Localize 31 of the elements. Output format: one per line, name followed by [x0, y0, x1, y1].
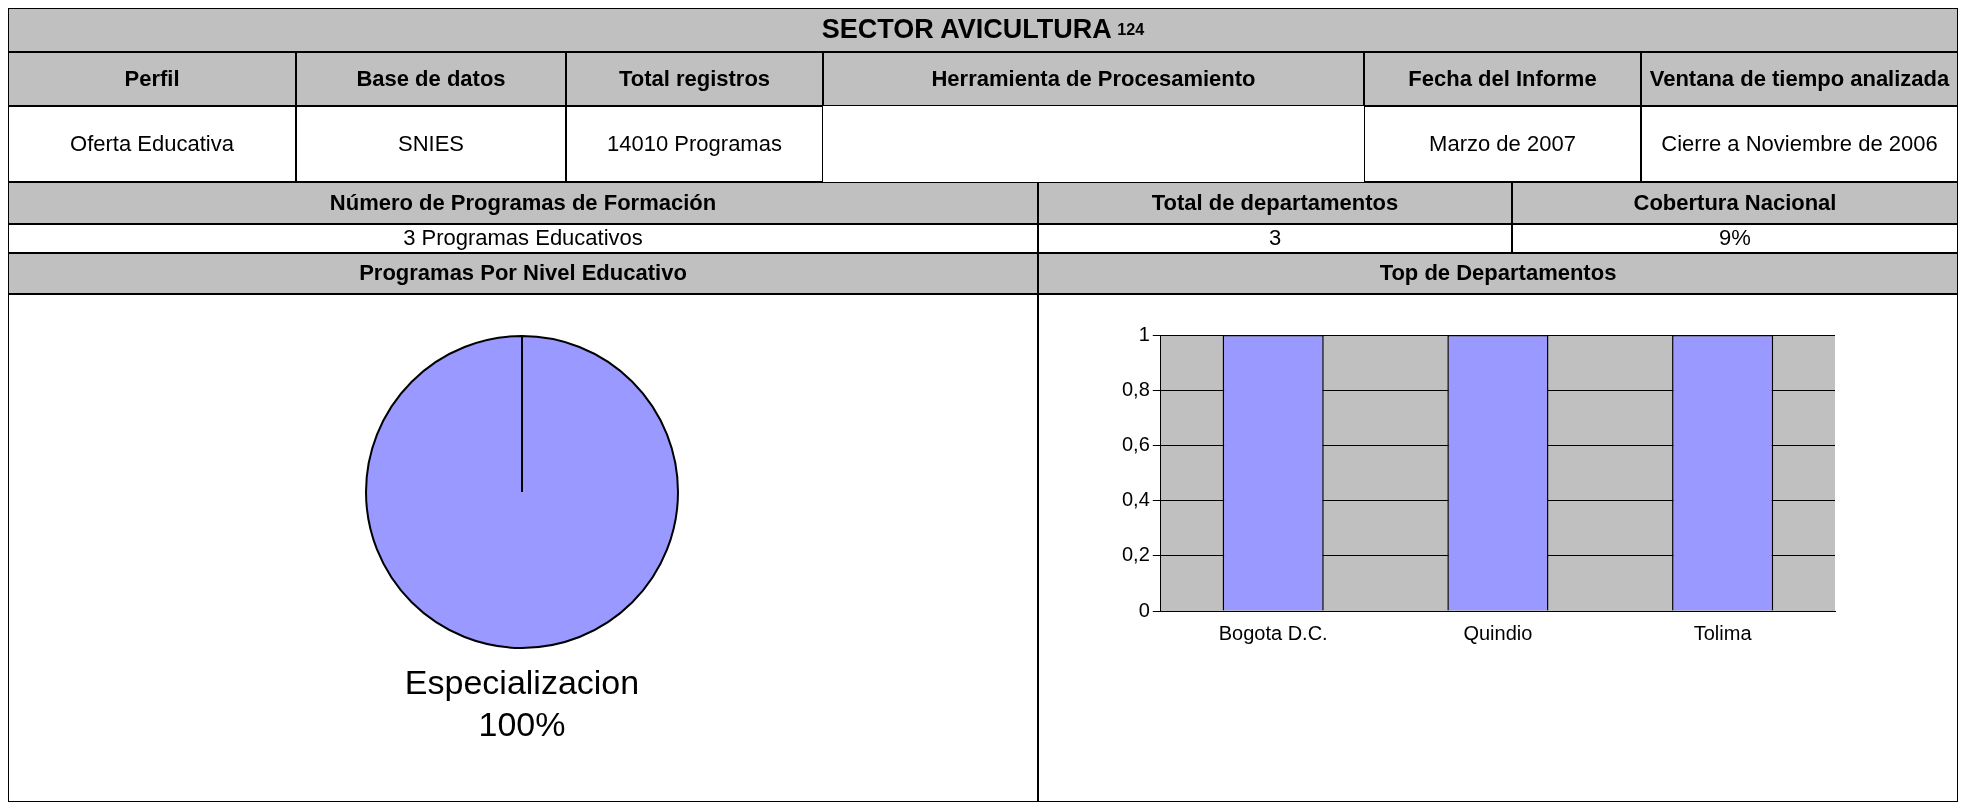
y-tick-label: 0,4: [1121, 488, 1150, 511]
y-tick-label: 0,6: [1121, 432, 1150, 455]
y-tick-label: 0: [1138, 598, 1150, 621]
y-tick-label: 0,8: [1121, 377, 1150, 400]
data-label: 100%: [478, 705, 566, 744]
text: Total registros: [566, 52, 823, 106]
x-tick-label: Tolima: [1693, 621, 1753, 644]
x-tick-label: Bogota D.C.: [1218, 621, 1328, 644]
y-tick-label: 1: [1138, 322, 1150, 345]
text: SNIES: [296, 106, 566, 182]
text: Cierre a Noviembre de 2006: [1641, 106, 1958, 182]
text: Total de departamentos: [1038, 182, 1512, 224]
text: Marzo de 2007: [1364, 106, 1641, 182]
text: Base de datos: [296, 52, 566, 106]
chart-title: Programas Por Nivel Educativo: [8, 253, 1038, 294]
text: Número de Programas de Formación: [8, 182, 1038, 224]
text: 9%: [1512, 224, 1958, 253]
text: 14010 Programas: [566, 106, 823, 182]
text: Fecha del Informe: [1364, 52, 1641, 106]
slice-label: Especializacion: [404, 663, 640, 702]
text: SECTOR AVICULTURA $^{124}$: [8, 8, 1958, 52]
x-tick-label: Quindio: [1463, 621, 1533, 644]
text: Perfil: [8, 52, 296, 106]
text: Cobertura Nacional: [1512, 182, 1958, 224]
text: 3: [1038, 224, 1512, 253]
text: Oferta Educativa: [8, 106, 296, 182]
text: Ventana de tiempo analizada: [1641, 52, 1958, 106]
text: 3 Programas Educativos: [8, 224, 1038, 253]
y-tick-label: 0,2: [1121, 543, 1150, 566]
text: Herramienta de Procesamiento: [823, 52, 1364, 106]
chart-title: Top de Departamentos: [1038, 253, 1958, 294]
